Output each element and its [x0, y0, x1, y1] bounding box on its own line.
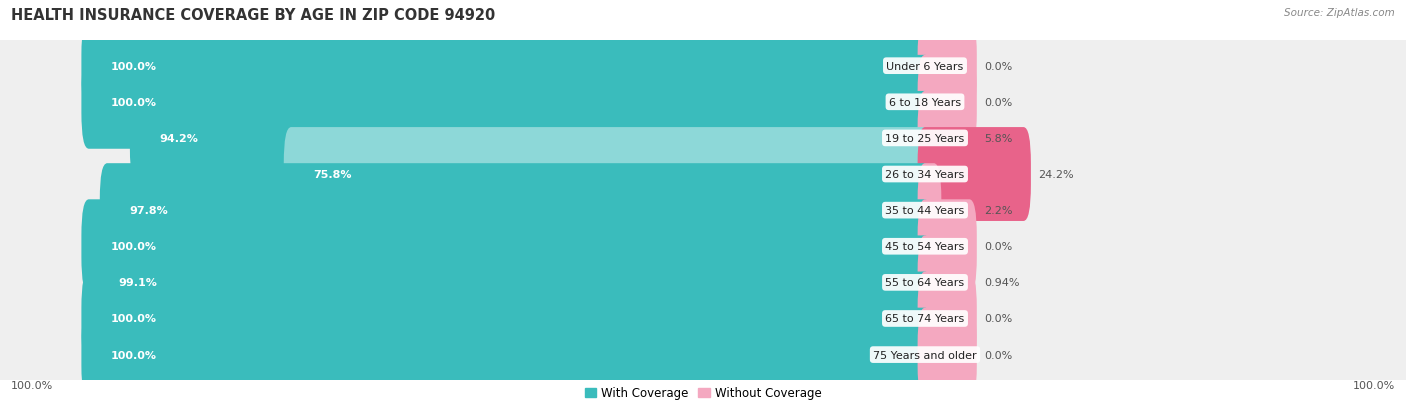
Text: 19 to 25 Years: 19 to 25 Years — [886, 133, 965, 144]
FancyBboxPatch shape — [918, 128, 1031, 221]
Text: 0.0%: 0.0% — [984, 97, 1012, 107]
FancyBboxPatch shape — [129, 92, 932, 185]
FancyBboxPatch shape — [0, 0, 1406, 134]
FancyBboxPatch shape — [918, 92, 956, 185]
FancyBboxPatch shape — [918, 164, 942, 257]
Text: 0.0%: 0.0% — [984, 314, 1012, 324]
Legend: With Coverage, Without Coverage: With Coverage, Without Coverage — [579, 382, 827, 404]
Text: 0.0%: 0.0% — [984, 242, 1012, 252]
Text: 0.94%: 0.94% — [984, 278, 1019, 288]
Text: 35 to 44 Years: 35 to 44 Years — [886, 206, 965, 216]
Text: 100.0%: 100.0% — [111, 62, 157, 71]
Text: 65 to 74 Years: 65 to 74 Years — [886, 314, 965, 324]
FancyBboxPatch shape — [82, 20, 932, 113]
Text: 100.0%: 100.0% — [1353, 380, 1395, 390]
Text: 100.0%: 100.0% — [111, 350, 157, 360]
FancyBboxPatch shape — [89, 236, 932, 330]
FancyBboxPatch shape — [0, 107, 1406, 242]
Text: Source: ZipAtlas.com: Source: ZipAtlas.com — [1284, 8, 1395, 18]
Text: Under 6 Years: Under 6 Years — [886, 62, 963, 71]
Text: 5.8%: 5.8% — [984, 133, 1012, 144]
FancyBboxPatch shape — [918, 56, 977, 150]
Text: 2.2%: 2.2% — [984, 206, 1012, 216]
FancyBboxPatch shape — [918, 236, 936, 330]
Text: 45 to 54 Years: 45 to 54 Years — [886, 242, 965, 252]
FancyBboxPatch shape — [0, 179, 1406, 314]
Text: 100.0%: 100.0% — [111, 242, 157, 252]
Text: 100.0%: 100.0% — [111, 314, 157, 324]
FancyBboxPatch shape — [82, 56, 932, 150]
FancyBboxPatch shape — [918, 200, 977, 294]
FancyBboxPatch shape — [284, 128, 932, 221]
Text: 75 Years and older: 75 Years and older — [873, 350, 977, 360]
Text: 97.8%: 97.8% — [129, 206, 169, 216]
FancyBboxPatch shape — [82, 200, 932, 294]
Text: 99.1%: 99.1% — [118, 278, 157, 288]
Text: 0.0%: 0.0% — [984, 62, 1012, 71]
FancyBboxPatch shape — [0, 287, 1406, 413]
FancyBboxPatch shape — [82, 308, 932, 401]
FancyBboxPatch shape — [0, 251, 1406, 387]
Text: 55 to 64 Years: 55 to 64 Years — [886, 278, 965, 288]
Text: 0.0%: 0.0% — [984, 350, 1012, 360]
Text: 24.2%: 24.2% — [1038, 170, 1074, 180]
FancyBboxPatch shape — [0, 215, 1406, 350]
Text: 94.2%: 94.2% — [159, 133, 198, 144]
Text: 26 to 34 Years: 26 to 34 Years — [886, 170, 965, 180]
FancyBboxPatch shape — [918, 20, 977, 113]
Text: 100.0%: 100.0% — [11, 380, 53, 390]
FancyBboxPatch shape — [82, 272, 932, 366]
Text: HEALTH INSURANCE COVERAGE BY AGE IN ZIP CODE 94920: HEALTH INSURANCE COVERAGE BY AGE IN ZIP … — [11, 8, 495, 23]
Text: 6 to 18 Years: 6 to 18 Years — [889, 97, 962, 107]
FancyBboxPatch shape — [918, 272, 977, 366]
FancyBboxPatch shape — [0, 143, 1406, 278]
FancyBboxPatch shape — [0, 35, 1406, 170]
FancyBboxPatch shape — [100, 164, 932, 257]
Text: 75.8%: 75.8% — [314, 170, 352, 180]
FancyBboxPatch shape — [0, 71, 1406, 206]
FancyBboxPatch shape — [918, 308, 977, 401]
Text: 100.0%: 100.0% — [111, 97, 157, 107]
